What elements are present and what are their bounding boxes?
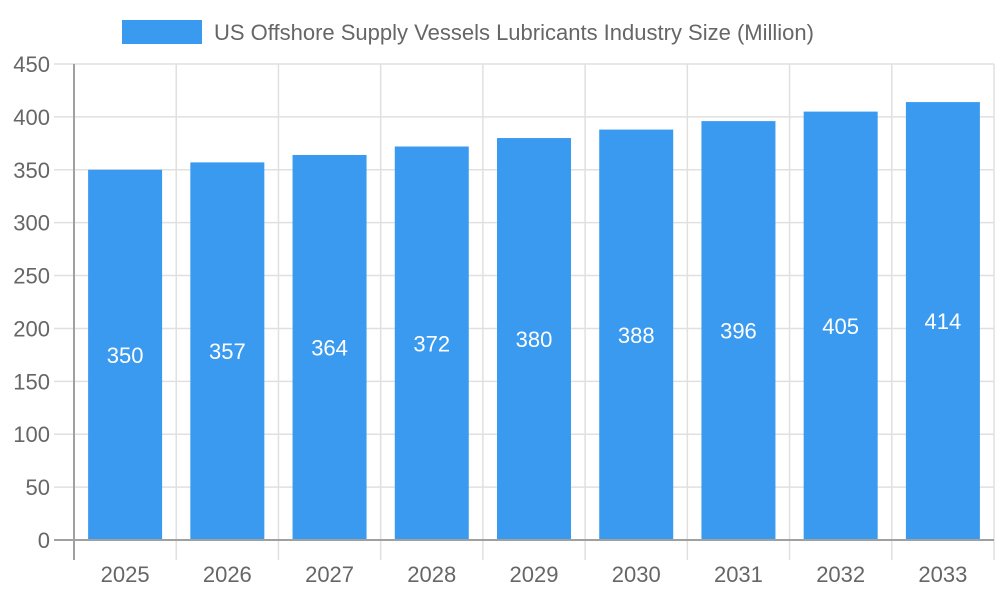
x-tick-label: 2033 bbox=[918, 562, 967, 587]
legend-label: US Offshore Supply Vessels Lubricants In… bbox=[214, 20, 814, 45]
x-tick-label: 2031 bbox=[714, 562, 763, 587]
data-label: 357 bbox=[209, 339, 246, 364]
bar bbox=[803, 111, 878, 540]
x-tick-label: 2025 bbox=[101, 562, 150, 587]
data-label: 372 bbox=[413, 331, 450, 356]
y-tick-label: 300 bbox=[13, 211, 50, 236]
x-tick-label: 2026 bbox=[203, 562, 252, 587]
x-tick-label: 2028 bbox=[407, 562, 456, 587]
y-tick-label: 400 bbox=[13, 105, 50, 130]
legend-swatch bbox=[122, 20, 202, 44]
y-tick-label: 100 bbox=[13, 422, 50, 447]
bar bbox=[497, 138, 571, 541]
y-tick-label: 250 bbox=[13, 264, 50, 289]
data-label: 414 bbox=[925, 309, 962, 334]
y-tick-label: 200 bbox=[13, 316, 50, 341]
bar bbox=[292, 154, 367, 541]
bar bbox=[701, 121, 776, 541]
y-tick-label: 50 bbox=[26, 475, 50, 500]
bar bbox=[88, 169, 163, 540]
data-label: 388 bbox=[618, 323, 655, 348]
y-tick-label: 150 bbox=[13, 369, 50, 394]
x-tick-label: 2027 bbox=[305, 562, 354, 587]
legend: US Offshore Supply Vessels Lubricants In… bbox=[122, 20, 814, 45]
data-label: 350 bbox=[107, 343, 144, 368]
x-tick-label: 2029 bbox=[510, 562, 559, 587]
x-tick-label: 2030 bbox=[612, 562, 661, 587]
y-tick-label: 450 bbox=[13, 52, 50, 77]
data-label: 405 bbox=[822, 314, 859, 339]
data-label: 396 bbox=[720, 319, 757, 344]
data-label: 380 bbox=[516, 327, 553, 352]
x-tick-label: 2032 bbox=[816, 562, 865, 587]
bar bbox=[905, 102, 980, 540]
bar bbox=[394, 146, 469, 541]
y-tick-label: 350 bbox=[13, 158, 50, 183]
y-tick-label: 0 bbox=[38, 528, 50, 553]
bar bbox=[599, 129, 674, 541]
axes: 0 50 100 150 200 250 300 350 400 450 2025 2026 2027 2… bbox=[13, 52, 994, 587]
bars: 350 357 364 372 380 388 396 405 414 bbox=[88, 102, 980, 541]
data-label: 364 bbox=[311, 335, 348, 360]
bar bbox=[190, 162, 265, 540]
